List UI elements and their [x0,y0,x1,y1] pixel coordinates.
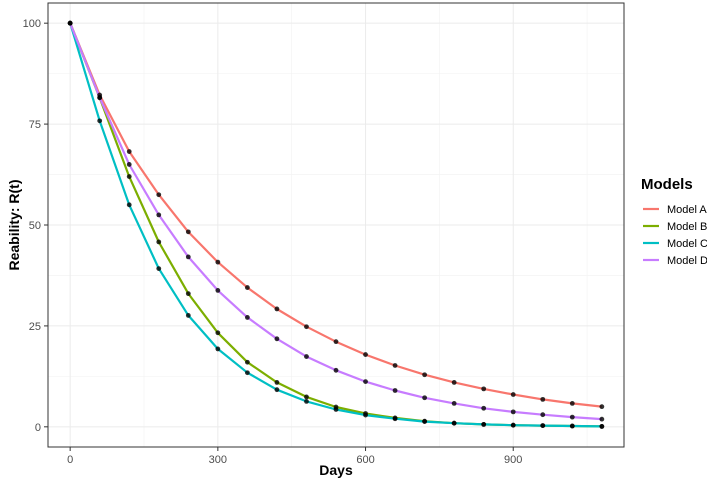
data-point-model-b [304,394,309,400]
y-tick-label: 50 [29,220,41,232]
data-point-model-b [126,174,132,179]
data-point-model-d [422,395,428,401]
legend: Models Model A Model B Model C Model D [641,176,707,267]
data-point-model-a [333,339,339,345]
data-point-model-d [97,95,103,100]
data-point-model-d [156,212,162,218]
data-point-model-a [422,372,428,378]
data-point-model-a [481,386,487,392]
data-point-model-b [156,239,162,245]
data-point-model-d [540,412,546,418]
data-point-model-b [274,380,280,385]
legend-label: Model B [667,221,707,233]
data-point-model-c [156,266,162,271]
y-axis-title: Reability: R(t) [6,180,22,271]
series-points [67,20,605,429]
data-point-model-d [215,287,221,293]
data-point-model-a [451,380,457,385]
grid-major [48,3,624,447]
data-point-model-d [126,162,132,167]
data-point-model-c [481,421,487,427]
data-point-model-c [422,419,428,424]
data-point-model-a [599,404,605,410]
data-point-model-b [185,291,191,297]
data-point-model-d [333,367,339,373]
data-point-model-a [126,149,132,154]
data-point-model-d [569,414,575,420]
data-point-model-c [540,423,546,429]
data-point-model-a [510,392,516,397]
legend-label: Model A [667,204,707,216]
data-point-model-c [244,370,250,376]
data-point-model-a [274,306,280,312]
data-point-model-b [244,359,250,365]
x-tick-label: 0 [67,454,73,466]
x-tick-label: 900 [504,454,522,466]
data-point-model-a [363,352,368,357]
x-axis: 0 300 600 900 [67,447,522,466]
data-point-model-d [274,336,280,342]
x-tick-label: 300 [209,454,227,466]
data-point-model-c [215,346,221,352]
data-point-model-c [392,416,398,422]
data-point-model-d [363,379,368,385]
data-point-model-d [510,409,516,415]
data-point-model-d [481,405,487,411]
data-point-model-d [599,416,605,422]
data-point-model-c [274,387,280,393]
data-point-model-c [599,424,605,429]
data-point-model-c [333,407,339,412]
data-point-model-d [392,388,398,393]
data-point-model-a [569,401,575,406]
data-point-model-c [569,423,575,429]
legend-title: Models [641,176,693,193]
data-point-model-a [244,285,250,290]
legend-label: Model D [667,255,707,267]
data-point-model-c [97,118,103,124]
data-point-model-c [304,398,309,404]
data-point-model-a [392,363,398,368]
data-point-model-c [510,422,516,428]
y-tick-label: 25 [29,321,41,333]
data-point-model-a [215,259,221,265]
x-axis-title: Days [319,462,353,478]
data-point-model-c [126,202,132,208]
data-point-model-b [215,330,221,336]
data-point-model-d [185,254,191,260]
data-point-model-a [156,192,162,198]
data-point-model-c [363,412,368,418]
data-point-model-a [304,324,309,330]
x-tick-label: 600 [356,454,374,466]
y-tick-label: 75 [29,119,41,131]
data-point-model-c [451,420,457,426]
legend-label: Model C [667,238,707,250]
data-point-model-c [185,313,191,318]
data-point-model-d [451,401,457,406]
data-point-model-a [185,229,191,235]
y-tick-label: 100 [23,18,41,30]
y-axis: 0 25 50 75 100 [23,18,48,434]
data-point-model-a [540,396,546,402]
y-tick-label: 0 [35,422,41,434]
data-point-model-d [244,315,250,320]
data-point-model-d [67,20,73,26]
data-point-model-d [304,354,309,359]
